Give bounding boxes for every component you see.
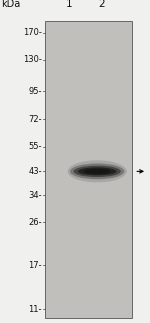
Text: 17-: 17- <box>28 261 42 270</box>
Text: 72-: 72- <box>28 115 42 124</box>
Text: 2: 2 <box>98 0 105 9</box>
Text: 43-: 43- <box>28 167 42 176</box>
Text: 170-: 170- <box>23 28 42 37</box>
Ellipse shape <box>84 169 111 174</box>
Text: 26-: 26- <box>28 218 42 227</box>
Bar <box>45 21 132 318</box>
Ellipse shape <box>74 166 121 177</box>
Text: 1: 1 <box>66 0 73 9</box>
Text: 34-: 34- <box>28 191 42 200</box>
Ellipse shape <box>78 167 116 175</box>
Text: 11-: 11- <box>28 305 42 314</box>
Text: 130-: 130- <box>23 55 42 64</box>
Text: 55-: 55- <box>28 142 42 151</box>
Text: 95-: 95- <box>28 87 42 96</box>
Ellipse shape <box>68 160 127 182</box>
Text: kDa: kDa <box>2 0 21 9</box>
Ellipse shape <box>70 163 124 179</box>
